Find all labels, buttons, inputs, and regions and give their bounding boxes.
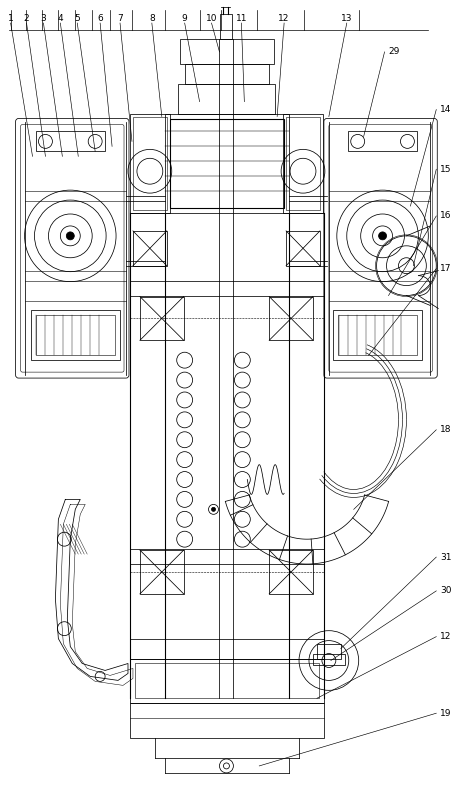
Bar [30,310,120,360]
Bar [170,119,284,208]
Circle shape [212,507,216,511]
Bar [130,114,170,213]
Text: 30: 30 [440,586,452,595]
Text: 12: 12 [278,13,290,23]
Circle shape [66,232,74,240]
Text: 6: 6 [97,13,103,23]
Bar [165,114,289,213]
Bar [269,297,313,340]
Text: 17: 17 [440,265,452,273]
Bar [135,663,319,699]
Bar [133,231,167,265]
Text: 2: 2 [24,13,30,23]
Text: 31: 31 [440,553,452,561]
Circle shape [379,232,386,240]
Text: 8: 8 [149,13,155,23]
Text: 18: 18 [440,425,452,434]
Bar [333,310,422,360]
Bar [140,297,184,340]
Text: 19: 19 [440,709,452,717]
Bar [338,316,417,355]
Bar [35,131,105,152]
Text: 11: 11 [236,13,247,23]
Text: 7: 7 [117,13,123,23]
Bar [185,64,269,84]
Text: 15: 15 [440,165,452,173]
Bar [35,316,115,355]
Text: 3: 3 [40,13,46,23]
Bar [286,116,320,210]
Text: 29: 29 [389,47,400,57]
Bar [178,84,275,114]
Bar [221,14,232,39]
Text: 10: 10 [206,13,217,23]
Text: 14: 14 [440,105,452,114]
Bar [180,39,274,64]
Bar [283,114,323,213]
Bar [133,116,167,210]
Bar [130,659,324,703]
Bar [313,654,345,666]
Text: 1: 1 [8,13,14,23]
Bar [140,550,184,594]
Bar [317,644,341,659]
Text: 16: 16 [440,211,452,221]
Bar [286,231,320,265]
Text: 12: 12 [440,632,452,641]
Text: 9: 9 [182,13,188,23]
Bar [348,131,417,152]
Bar [130,703,324,738]
Text: 5: 5 [74,13,80,23]
Bar [269,550,313,594]
Text: 13: 13 [341,13,352,23]
Text: 4: 4 [58,13,63,23]
